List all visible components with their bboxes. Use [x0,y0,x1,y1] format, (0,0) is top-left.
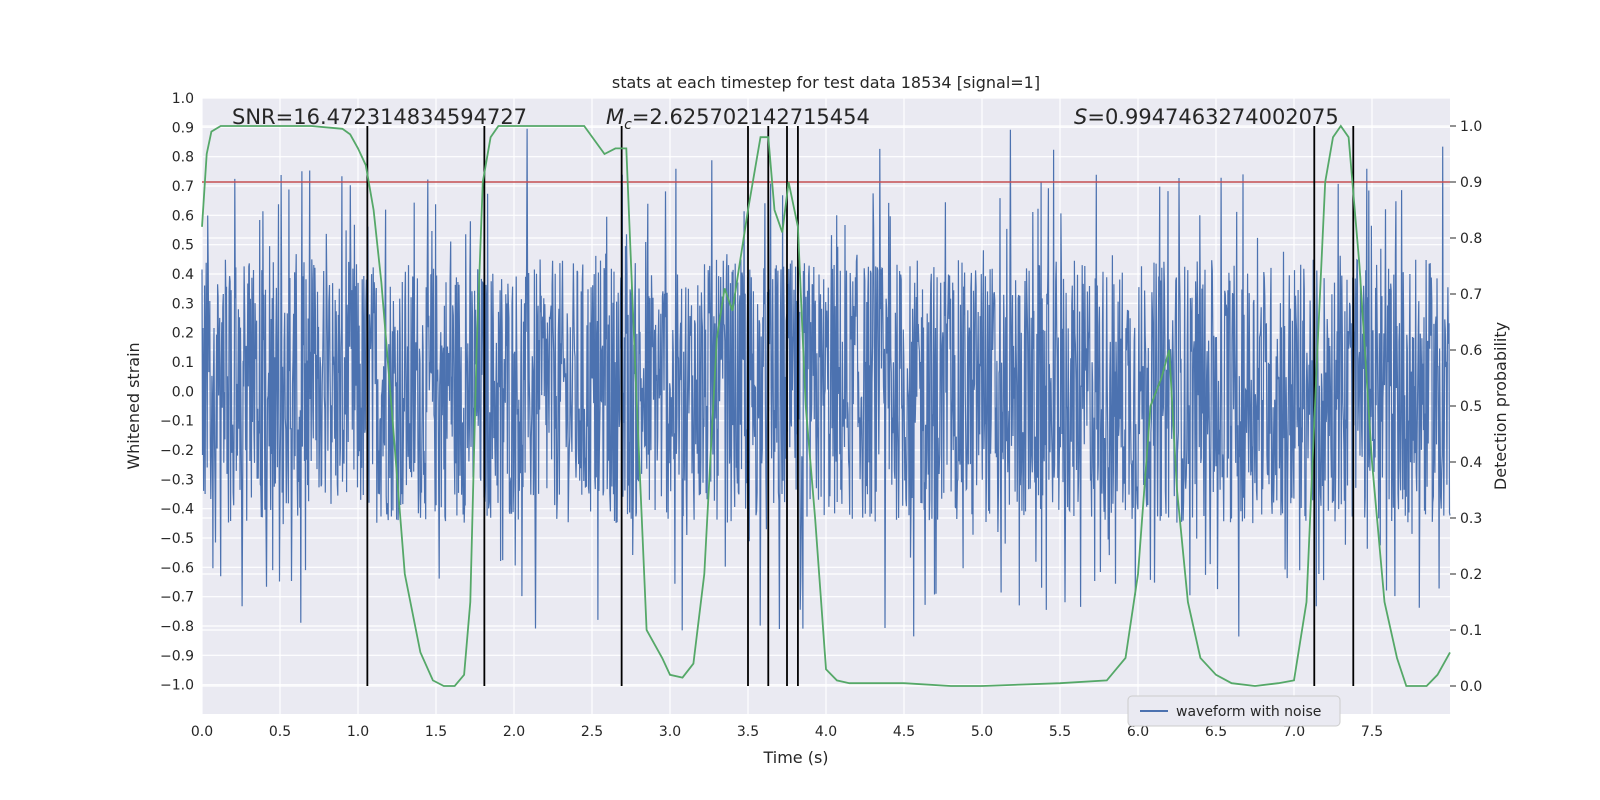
y-left-axis-label: Whitened strain [124,342,143,469]
waveform-line [201,128,1451,637]
mc-subscript: c [624,117,632,133]
x-tick-label: 0.0 [191,724,213,740]
s-annotation: S=0.9947463274002075 [1074,105,1339,129]
y-right-axis-label: Detection probability [1491,322,1510,490]
legend-box [1127,695,1341,727]
x-tick-label: 6.0 [1127,724,1149,740]
x-axis-ticks: 0.0 0.5 1.0 1.5 2.0 2.5 3.0 3.5 4.0 4.5 5.0 5.5 6.0 6… [191,724,1383,740]
x-tick-label: 4.5 [893,724,915,740]
y-right-tick-label: 0.4 [1460,455,1482,471]
x-tick-label: 7.0 [1283,724,1305,740]
y-right-tick-label: 0.3 [1460,511,1482,527]
y-left-tick-label: 0.9 [172,120,194,136]
chart-title: stats at each timestep for test data 185… [612,73,1040,92]
probability-line [201,124,1451,687]
legend-entry-waveform: waveform with noise [1176,704,1321,720]
y-left-tick-label: 0.1 [172,355,194,371]
y-left-tick-label: 0.3 [172,296,194,312]
x-tick-label: 1.5 [425,724,447,740]
y-left-tick-label: −0.1 [160,414,194,430]
y-left-tick-label: 1.0 [172,91,194,107]
y-left-tick-label: −0.8 [160,619,194,635]
snr-annotation: SNR=16.472314834594727 [232,105,527,129]
x-tick-label: 3.0 [659,724,681,740]
waveform-series [201,128,1451,637]
y-left-tick-label: −0.3 [160,472,194,488]
y-left-tick-label: 0.6 [172,208,194,224]
y-right-tick-label: 0.5 [1460,399,1482,415]
y-left-tick-label: −1.0 [160,678,194,694]
x-tick-label: 2.0 [503,724,525,740]
x-tick-label: 4.0 [815,724,837,740]
y-left-tick-label: −0.7 [160,590,194,606]
y-left-tick-label: −0.9 [160,648,194,664]
x-axis-label: Time (s) [762,748,828,767]
y-left-tick-label: 0.0 [172,384,194,400]
y-left-tick-label: 0.5 [172,238,194,254]
s-value: =0.9947463274002075 [1087,105,1338,129]
y-left-tick-label: 0.4 [172,267,194,283]
y-left-tick-label: 0.8 [172,150,194,166]
mc-symbol: M [606,105,624,129]
y-right-axis-ticks: 1.0 0.9 0.8 0.7 0.6 0.5 0.4 0.3 0.2 0.1 0.0 [1450,119,1482,695]
y-left-tick-label: −0.5 [160,531,194,547]
mc-value: =2.625702142715454 [632,105,870,129]
x-tick-label: 5.0 [971,724,993,740]
y-right-tick-label: 1.0 [1460,119,1482,135]
mc-annotation: Mc=2.625702142715454 [606,105,870,133]
legend: waveform with noise [1127,695,1341,727]
x-tick-label: 6.5 [1205,724,1227,740]
x-tick-label: 1.0 [347,724,369,740]
x-tick-label: 2.5 [581,724,603,740]
y-right-tick-label: 0.6 [1460,343,1482,359]
y-left-tick-label: −0.2 [160,443,194,459]
y-right-tick-label: 0.1 [1460,623,1482,639]
x-tick-label: 7.5 [1361,724,1383,740]
y-left-tick-label: 0.2 [172,326,194,342]
y-left-tick-label: −0.6 [160,560,194,576]
x-tick-label: 3.5 [737,724,759,740]
y-right-tick-label: 0.2 [1460,567,1482,583]
y-right-tick-label: 0.0 [1460,679,1482,695]
y-right-tick-label: 0.7 [1460,287,1482,303]
probability-series [201,124,1451,687]
y-left-axis-ticks: 1.0 0.9 0.8 0.7 0.6 0.5 0.4 0.3 0.2 0.1 0.0 −0.1 −0.… [160,91,194,694]
x-tick-label: 5.5 [1049,724,1071,740]
y-right-tick-label: 0.9 [1460,175,1482,191]
s-symbol: S [1074,105,1087,129]
y-right-tick-label: 0.8 [1460,231,1482,247]
y-left-tick-label: −0.4 [160,502,194,518]
x-tick-label: 0.5 [269,724,291,740]
y-left-tick-label: 0.7 [172,179,194,195]
